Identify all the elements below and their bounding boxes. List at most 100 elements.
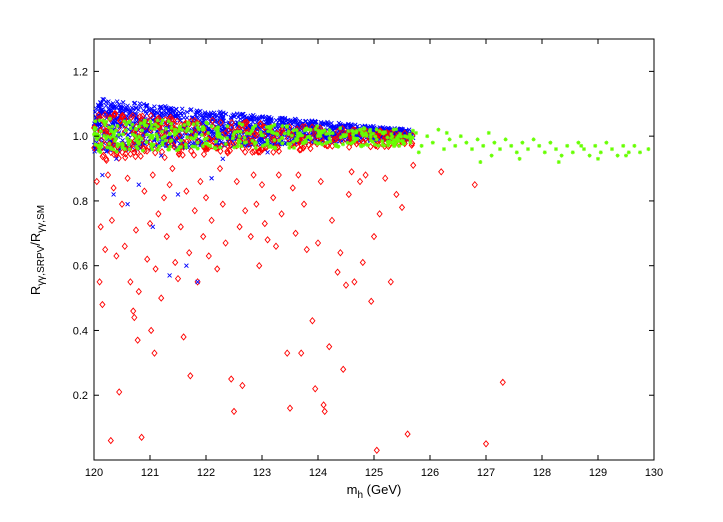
data-point-series-0 xyxy=(253,200,260,208)
data-point-series-0 xyxy=(387,278,394,286)
band-point-blue xyxy=(188,107,193,113)
data-point-series-0 xyxy=(312,385,319,393)
band-point-green xyxy=(358,143,363,148)
band-point-blue xyxy=(181,110,187,116)
band-point-green xyxy=(155,137,160,142)
band-point-blue xyxy=(114,99,120,104)
data-point-series-0 xyxy=(270,193,277,202)
band-point-green xyxy=(199,133,204,138)
band-point-green xyxy=(327,128,332,133)
band-point-green xyxy=(286,129,291,134)
band-point-green xyxy=(269,129,274,134)
band-point-green xyxy=(186,122,191,127)
band-point-green xyxy=(351,132,356,137)
data-point-series-0 xyxy=(97,223,104,231)
data-point-series-2 xyxy=(481,143,486,148)
band-point-red xyxy=(299,123,306,131)
band-point-green xyxy=(249,129,254,134)
band-point-red xyxy=(257,120,264,128)
data-point-series-2 xyxy=(548,140,553,145)
band-point-green xyxy=(142,123,147,128)
band-point-green xyxy=(360,130,365,135)
data-point-series-2 xyxy=(489,153,494,158)
band-point-green xyxy=(235,129,240,134)
data-point-series-2 xyxy=(475,137,480,142)
data-point-series-0 xyxy=(208,216,215,225)
band-point-green xyxy=(232,145,237,150)
band-point-green xyxy=(169,138,174,143)
band-point-green xyxy=(176,129,181,134)
band-point-green xyxy=(269,144,274,149)
band-point-red xyxy=(224,126,232,135)
band-point-blue xyxy=(210,132,216,137)
band-point-green xyxy=(372,142,377,147)
band-point-green xyxy=(208,144,213,149)
data-point-series-2 xyxy=(565,143,570,148)
band-point-blue xyxy=(206,116,211,121)
band-point-blue xyxy=(158,104,164,110)
band-point-green xyxy=(220,136,225,141)
band-point-green xyxy=(169,125,174,130)
band-point-green xyxy=(392,144,397,149)
band-point-red xyxy=(242,148,249,156)
x-tick-label: 127 xyxy=(477,467,495,479)
band-point-green xyxy=(178,124,183,129)
band-point-green xyxy=(236,140,241,145)
band-point-green xyxy=(242,140,247,145)
band-point-green xyxy=(123,128,128,133)
band-point-green xyxy=(154,132,159,137)
data-point-series-2 xyxy=(610,147,614,152)
data-point-series-2 xyxy=(397,143,402,148)
y-tick-label: 0.2 xyxy=(73,390,88,402)
data-point-series-0 xyxy=(197,177,204,186)
band-point-blue xyxy=(228,114,234,120)
data-point-series-0 xyxy=(158,294,165,302)
data-point-series-0 xyxy=(286,404,294,412)
data-point-series-2 xyxy=(492,140,497,145)
band-point-blue xyxy=(137,101,143,106)
data-point-series-1 xyxy=(184,263,189,269)
band-point-blue xyxy=(116,102,122,107)
data-point-series-0 xyxy=(113,252,120,260)
band-point-red xyxy=(275,147,283,155)
band-point-green xyxy=(374,127,379,132)
band-point-red xyxy=(249,148,256,156)
band-point-blue xyxy=(322,121,328,126)
band-point-green xyxy=(391,138,396,143)
band-point-green xyxy=(308,136,313,141)
band-point-blue xyxy=(141,101,147,107)
band-point-green xyxy=(373,134,378,139)
band-point-green xyxy=(136,124,141,129)
band-point-red xyxy=(239,126,246,134)
band-point-green xyxy=(142,118,147,123)
band-point-green xyxy=(99,141,104,146)
band-point-green xyxy=(390,134,395,139)
band-point-blue xyxy=(184,109,190,115)
data-point-series-0 xyxy=(180,333,187,341)
band-point-green xyxy=(125,136,130,141)
band-point-green xyxy=(364,133,369,138)
band-point-green xyxy=(259,133,264,138)
band-point-green xyxy=(365,143,370,148)
data-point-series-0 xyxy=(471,181,478,189)
band-point-green xyxy=(140,148,145,153)
data-point-series-0 xyxy=(230,407,238,416)
band-point-green xyxy=(264,125,269,130)
band-point-green xyxy=(93,142,98,147)
band-point-red xyxy=(210,137,217,145)
band-point-green xyxy=(286,141,291,146)
band-point-red xyxy=(243,124,250,132)
band-point-green xyxy=(225,136,230,141)
band-point-green xyxy=(213,146,218,151)
band-point-green xyxy=(173,127,178,132)
data-point-series-2 xyxy=(646,147,651,152)
band-point-blue xyxy=(119,105,125,111)
band-point-green xyxy=(106,125,111,130)
band-point-green xyxy=(108,146,113,151)
data-point-series-0 xyxy=(104,171,112,179)
band-point-green xyxy=(239,144,244,149)
band-point-green xyxy=(395,137,400,142)
data-point-series-0 xyxy=(359,258,366,267)
band-point-blue xyxy=(158,111,164,116)
data-point-series-0 xyxy=(187,372,194,380)
